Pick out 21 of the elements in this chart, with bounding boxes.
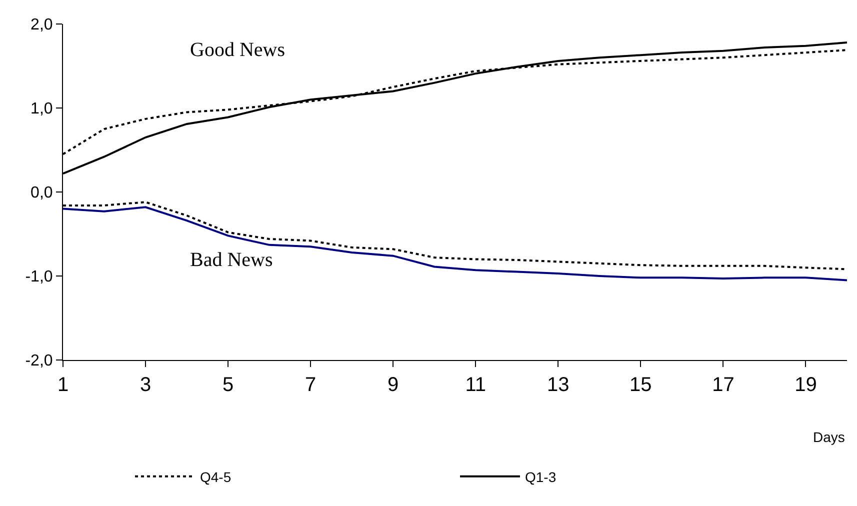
y-tick-label: 2,0 (30, 16, 53, 34)
y-tick-label: 1,0 (30, 100, 53, 118)
x-tick-label: 3 (140, 374, 152, 396)
line-series (63, 206, 847, 282)
y-tick-label: -1,0 (25, 268, 53, 286)
x-tick-label: 7 (305, 374, 316, 396)
x-tick-label: 9 (388, 374, 399, 396)
x-tick-label: 11 (465, 374, 486, 396)
annotation: Good News (190, 39, 286, 61)
x-tick-label: 17 (712, 374, 734, 396)
annotation: Bad News (190, 249, 273, 271)
x-tick-label: 1 (57, 374, 69, 396)
x-axis-title: Days (813, 429, 845, 445)
x-tick-label: 13 (547, 374, 570, 396)
x-tick-label: 15 (630, 374, 652, 396)
y-tick-label: -2,0 (25, 352, 53, 370)
legend-label: Q1-3 (525, 468, 556, 485)
x-tick-label: 19 (794, 374, 817, 396)
legend-label: Q4-5 (200, 468, 232, 485)
y-tick-label: 0,0 (30, 184, 53, 202)
x-tick-label: 5 (222, 374, 234, 396)
